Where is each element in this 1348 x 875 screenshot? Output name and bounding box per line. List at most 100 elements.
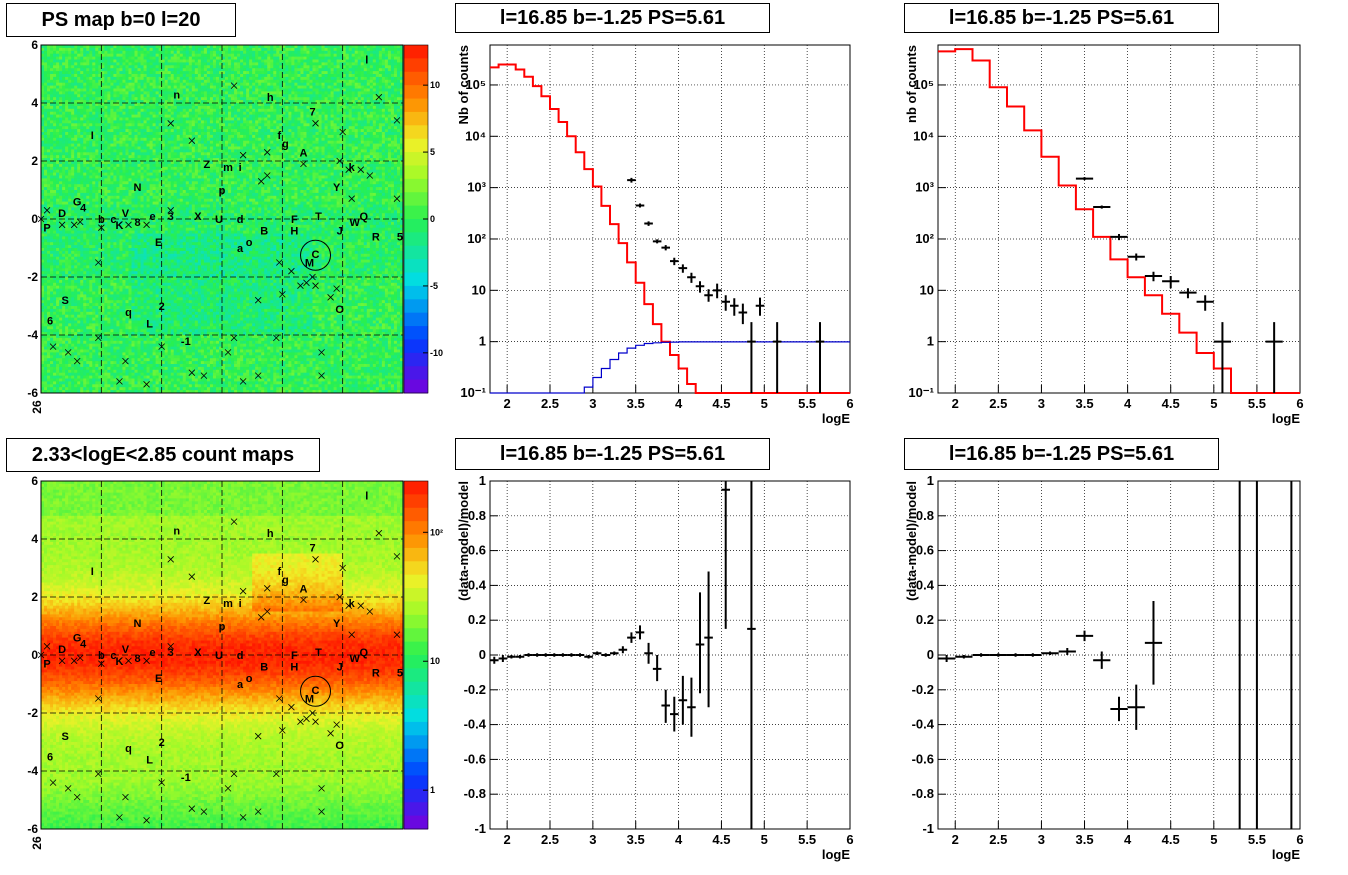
heatmap-cell xyxy=(107,300,111,304)
heatmap-cell xyxy=(131,253,135,258)
heatmap-cell xyxy=(98,250,102,255)
heatmap-cell xyxy=(98,361,102,365)
heatmap-cell xyxy=(98,143,102,147)
heatmap-cell xyxy=(98,317,102,321)
heatmap-cell xyxy=(113,132,117,136)
heatmap-cell xyxy=(107,227,111,231)
heatmap-cell xyxy=(59,268,63,272)
heatmap-cell xyxy=(122,340,126,345)
heatmap-cell xyxy=(128,50,132,55)
heatmap-cell xyxy=(92,45,96,49)
heatmap-cell xyxy=(125,187,129,191)
heatmap-cell xyxy=(134,288,138,292)
heatmap-cell xyxy=(74,120,78,124)
heatmap-cell xyxy=(53,117,57,121)
heatmap-cell xyxy=(161,285,166,289)
heatmap-cell xyxy=(59,45,63,49)
heatmap-cell xyxy=(47,53,51,57)
heatmap-cell xyxy=(62,343,66,347)
heatmap-cell xyxy=(146,50,150,55)
heatmap-cell xyxy=(101,233,105,237)
heatmap-cell xyxy=(158,352,163,356)
heatmap-cell xyxy=(77,97,81,101)
heatmap-cell xyxy=(155,291,160,295)
heatmap-cell xyxy=(131,248,135,252)
heatmap-cell xyxy=(56,390,60,394)
heatmap-cell xyxy=(50,172,54,176)
heatmap-cell xyxy=(41,132,45,136)
heatmap-cell xyxy=(71,332,75,336)
heatmap-cell xyxy=(116,279,120,284)
heatmap-cell xyxy=(125,268,129,272)
heatmap-cell xyxy=(44,117,48,121)
heatmap-cell xyxy=(92,323,96,327)
heatmap-cell xyxy=(104,384,108,388)
heatmap-cell xyxy=(116,120,120,124)
heatmap-cell xyxy=(80,340,84,345)
heatmap-cell xyxy=(41,224,45,229)
heatmap-cell xyxy=(41,233,45,237)
heatmap-cell xyxy=(95,364,99,368)
heatmap-cell xyxy=(95,74,99,78)
heatmap-cell xyxy=(89,152,93,156)
heatmap-cell xyxy=(65,88,69,92)
heatmap-cell xyxy=(65,308,69,313)
heatmap-cell xyxy=(161,317,166,321)
heatmap-cell xyxy=(134,337,138,342)
heatmap-cell xyxy=(128,262,132,266)
heatmap-cell xyxy=(50,146,54,150)
heatmap-cell xyxy=(128,248,132,252)
heatmap-cell xyxy=(128,387,132,391)
heatmap-cell xyxy=(101,277,105,281)
heatmap-cell xyxy=(53,163,57,168)
heatmap-cell xyxy=(146,349,150,353)
heatmap-cell xyxy=(71,68,75,72)
heatmap-cell xyxy=(152,85,157,89)
heatmap-cell xyxy=(158,233,163,237)
heatmap-cell xyxy=(74,114,78,118)
heatmap-cell xyxy=(77,320,81,324)
heatmap-cell xyxy=(62,192,66,197)
heatmap-cell xyxy=(47,190,51,194)
heatmap-cell xyxy=(149,132,154,136)
heatmap-cell xyxy=(128,288,132,292)
heatmap-cell xyxy=(71,253,75,258)
heatmap-cell xyxy=(86,155,90,159)
heatmap-cell xyxy=(146,323,150,327)
heatmap-cell xyxy=(125,76,129,81)
heatmap-cell xyxy=(161,129,166,133)
heatmap-cell xyxy=(137,140,141,144)
heatmap-cell xyxy=(149,108,154,113)
heatmap-cell xyxy=(77,288,81,292)
heatmap-cell xyxy=(164,210,169,214)
heatmap-cell xyxy=(116,346,120,350)
heatmap-cell xyxy=(101,306,105,310)
heatmap-cell xyxy=(80,346,84,350)
heatmap-cell xyxy=(119,210,123,214)
heatmap-cell xyxy=(161,120,166,124)
heatmap-cell xyxy=(149,195,154,200)
heatmap-cell xyxy=(143,285,147,289)
heatmap-cell xyxy=(86,256,90,260)
heatmap-cell xyxy=(155,47,160,52)
heatmap-cell xyxy=(146,248,150,252)
heatmap-cell xyxy=(95,47,99,52)
heatmap-cell xyxy=(131,285,135,289)
heatmap-cell xyxy=(158,97,163,101)
heatmap-cell xyxy=(83,123,87,127)
heatmap-cell xyxy=(152,242,157,246)
heatmap-cell xyxy=(68,97,72,101)
heatmap-cell xyxy=(116,172,120,176)
heatmap-cell xyxy=(101,221,105,226)
heatmap-cell xyxy=(98,181,102,185)
heatmap-cell xyxy=(62,184,66,188)
heatmap-cell xyxy=(131,178,135,182)
heatmap-cell xyxy=(143,326,147,330)
heatmap-cell xyxy=(56,314,60,318)
heatmap-cell xyxy=(116,97,120,101)
heatmap-cell xyxy=(128,306,132,310)
heatmap-cell xyxy=(137,166,141,171)
heatmap-cell xyxy=(137,132,141,136)
heatmap-cell xyxy=(104,204,108,208)
